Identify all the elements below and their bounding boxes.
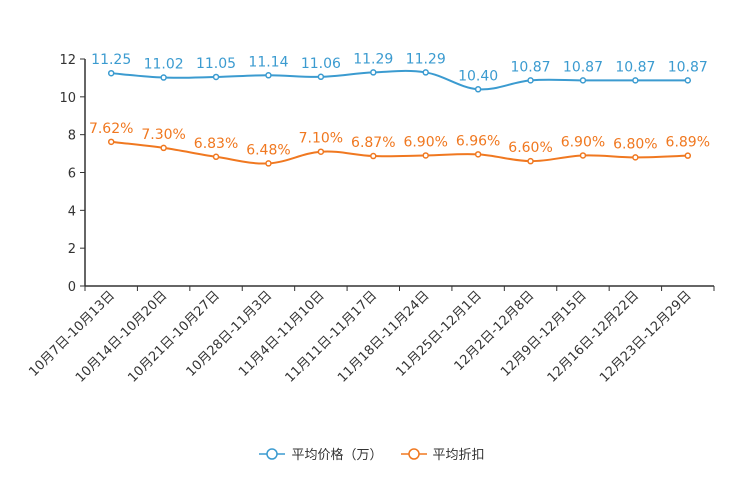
data-point[interactable] (527, 157, 534, 165)
data-label: 7.30% (141, 127, 185, 143)
data-point[interactable] (160, 74, 167, 81)
data-label: 11.25 (91, 52, 131, 68)
legend-item-1[interactable]: 平均价格（万） (259, 444, 383, 463)
data-point[interactable] (684, 152, 692, 159)
x-tick-label: 10月14日-10月20日 (73, 288, 170, 385)
y-tick-label: 10 (59, 91, 76, 106)
data-label: 10.87 (563, 59, 603, 75)
x-tick-label: 12月23日-12月29日 (597, 288, 694, 385)
data-point[interactable] (317, 148, 325, 155)
data-point[interactable] (107, 138, 115, 146)
series-line (111, 140, 688, 165)
data-point[interactable] (212, 73, 220, 81)
data-point[interactable] (370, 152, 377, 160)
y-tick-label: 2 (68, 242, 76, 257)
data-label: 6.83% (194, 136, 238, 152)
legend-label: 平均折扣 (432, 448, 485, 463)
data-point[interactable] (422, 69, 429, 76)
data-point[interactable] (632, 77, 639, 84)
legend-item-2[interactable]: 平均折扣 (400, 444, 485, 463)
data-point[interactable] (265, 72, 272, 79)
data-label: 6.60% (508, 140, 552, 156)
x-tick-label: 12月16日-12月22日 (545, 288, 642, 385)
data-label: 6.96% (456, 133, 500, 149)
data-label: 6.90% (403, 134, 447, 150)
y-tick-label: 6 (68, 167, 76, 182)
data-point[interactable] (422, 152, 429, 159)
data-label: 10.87 (668, 59, 708, 75)
x-tick-label: 10月7日-10月13日 (26, 288, 118, 380)
data-label: 11.14 (248, 54, 288, 70)
data-point[interactable] (579, 152, 587, 159)
y-tick-label: 0 (68, 280, 76, 295)
x-tick-label: 11月11日-11月17日 (283, 288, 380, 385)
series-line (111, 69, 688, 91)
data-label: 11.29 (406, 51, 446, 67)
data-label: 6.48% (246, 142, 290, 158)
data-label: 7.10% (299, 131, 343, 147)
data-label: 10.87 (615, 59, 655, 75)
data-label: 6.89% (666, 135, 710, 151)
y-axis: 0 2 4 6 8 10 12 (59, 53, 86, 295)
x-tick-label: 10月21日-10月27日 (125, 288, 222, 385)
legend: 平均价格（万） 平均折扣 (0, 444, 744, 463)
data-point[interactable] (632, 154, 639, 161)
data-point[interactable] (212, 153, 220, 161)
legend-line-marker-icon (259, 447, 286, 460)
data-point[interactable] (579, 77, 587, 84)
data-point[interactable] (474, 86, 482, 93)
data-point[interactable] (684, 77, 692, 84)
y-tick-label: 4 (68, 204, 76, 219)
data-label: 7.62% (89, 121, 133, 137)
data-label: 10.87 (510, 59, 550, 75)
data-label: 11.02 (144, 57, 184, 73)
data-point[interactable] (107, 69, 115, 77)
data-label: 10.40 (458, 68, 498, 84)
data-label: 6.90% (561, 134, 605, 150)
x-tick-label: 11月18日-11月24日 (335, 288, 432, 385)
data-point[interactable] (527, 77, 534, 84)
y-tick-label: 12 (59, 53, 76, 68)
legend-line-marker-icon (400, 447, 427, 460)
data-label: 6.80% (613, 136, 657, 152)
x-axis: 10月7日-10月13日10月14日-10月20日10月21日-10月27日10… (26, 285, 715, 386)
data-point[interactable] (474, 151, 482, 158)
data-point[interactable] (370, 69, 377, 76)
data-label: 11.05 (196, 56, 236, 72)
y-tick-label: 8 (68, 129, 76, 144)
data-point[interactable] (265, 160, 272, 167)
data-point[interactable] (317, 73, 325, 81)
series-2: 7.62% 7.30% 6.83% 6.48% 7.10% 6.87% 6.90% 6.96%… (89, 121, 710, 167)
legend-label: 平均价格（万） (291, 448, 383, 463)
data-label: 11.29 (353, 51, 393, 67)
series-layer: 11.25 11.02 11.05 11.14 11.06 11.29 11.29 10.40… (89, 51, 710, 167)
data-label: 6.87% (351, 135, 395, 151)
data-point[interactable] (160, 144, 167, 152)
data-label: 11.06 (301, 56, 341, 72)
series-1: 11.25 11.02 11.05 11.14 11.06 11.29 11.29 10.40… (91, 51, 708, 93)
